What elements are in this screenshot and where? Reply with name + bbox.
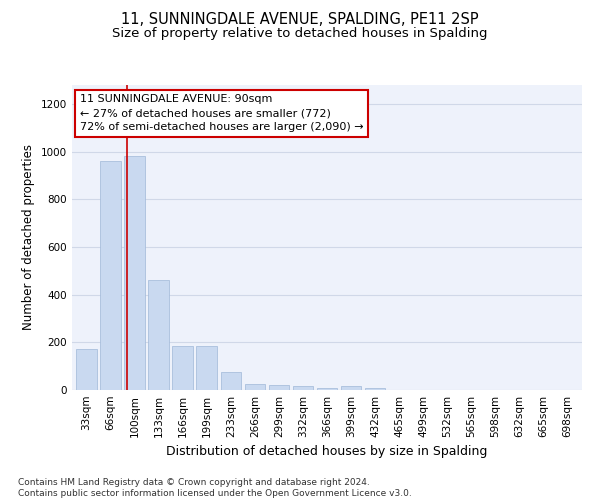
Bar xyxy=(341,386,361,390)
Y-axis label: Number of detached properties: Number of detached properties xyxy=(22,144,35,330)
Text: 11, SUNNINGDALE AVENUE, SPALDING, PE11 2SP: 11, SUNNINGDALE AVENUE, SPALDING, PE11 2… xyxy=(121,12,479,28)
Text: Size of property relative to detached houses in Spalding: Size of property relative to detached ho… xyxy=(112,28,488,40)
Text: Contains HM Land Registry data © Crown copyright and database right 2024.
Contai: Contains HM Land Registry data © Crown c… xyxy=(18,478,412,498)
Bar xyxy=(76,350,97,390)
Bar xyxy=(269,385,289,390)
Bar xyxy=(365,388,385,390)
Text: 11 SUNNINGDALE AVENUE: 90sqm
← 27% of detached houses are smaller (772)
72% of s: 11 SUNNINGDALE AVENUE: 90sqm ← 27% of de… xyxy=(80,94,363,132)
Bar xyxy=(172,346,193,390)
Bar xyxy=(293,386,313,390)
Bar xyxy=(124,156,145,390)
Bar xyxy=(317,388,337,390)
Bar xyxy=(245,384,265,390)
Bar xyxy=(196,346,217,390)
Bar xyxy=(100,161,121,390)
X-axis label: Distribution of detached houses by size in Spalding: Distribution of detached houses by size … xyxy=(166,446,488,458)
Bar xyxy=(148,280,169,390)
Bar xyxy=(221,372,241,390)
